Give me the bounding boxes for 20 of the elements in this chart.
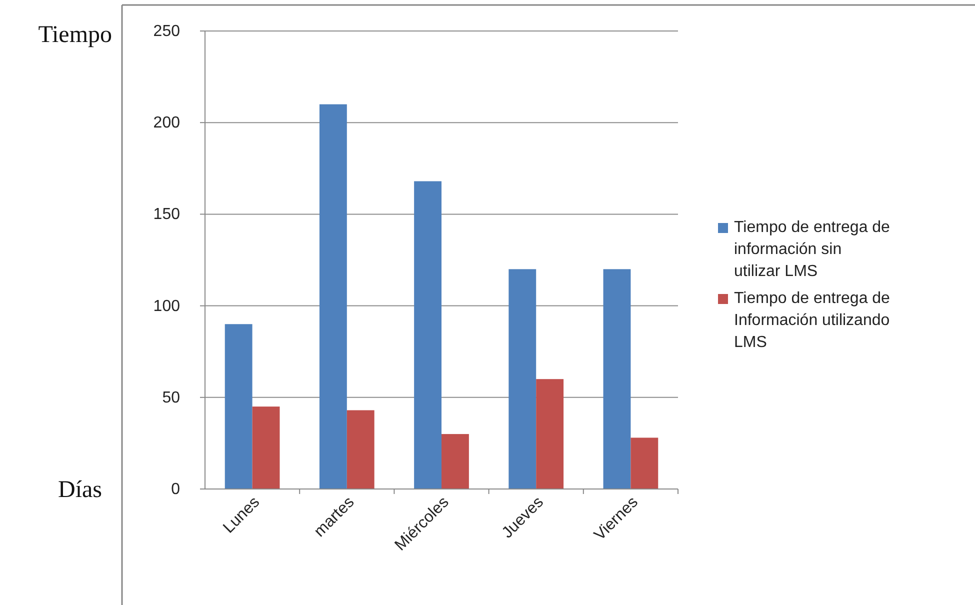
y-tick-label: 50 <box>162 389 180 406</box>
bar <box>252 406 280 489</box>
bar <box>508 269 536 489</box>
y-tick-label: 100 <box>153 298 180 315</box>
legend-label: Tiempo de entrega de información sin utilizar LMS <box>734 219 890 280</box>
legend-label: Tiempo de entrega de Información utilizando LMS <box>734 290 890 351</box>
y-tick-label: 0 <box>171 481 180 498</box>
bar <box>536 379 564 489</box>
y-tick-label: 250 <box>153 23 180 40</box>
y-tick-label: 150 <box>153 206 180 224</box>
bar <box>414 181 442 489</box>
x-axis-title: Días <box>58 477 102 503</box>
bar <box>224 324 252 489</box>
bar <box>630 438 658 489</box>
y-tick-label: 200 <box>153 114 180 132</box>
y-axis-title: Tiempo <box>38 22 112 48</box>
bar <box>319 104 347 489</box>
bar <box>442 434 469 489</box>
bar <box>346 410 374 489</box>
bar <box>603 269 631 489</box>
